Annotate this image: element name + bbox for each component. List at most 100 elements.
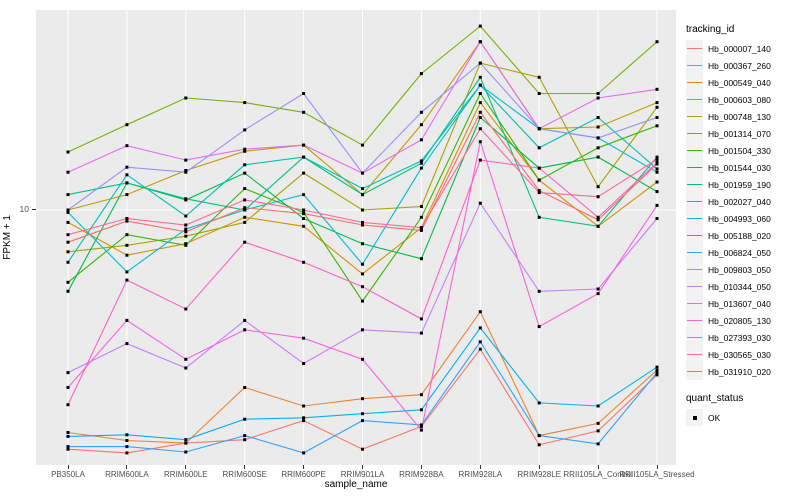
x-tick-label-PB350LA: PB350LA	[51, 470, 85, 479]
legend-key-swatch	[686, 159, 703, 176]
data-point	[243, 128, 247, 132]
data-point	[125, 433, 129, 437]
legend-key-swatch	[686, 346, 703, 363]
data-point	[361, 187, 364, 191]
data-point	[478, 158, 482, 162]
legend-line-icon	[687, 302, 702, 305]
data-point	[537, 289, 541, 293]
legend-line-icon	[687, 47, 702, 50]
data-point	[596, 218, 600, 222]
legend-line-icon	[687, 268, 702, 271]
data-point	[419, 205, 423, 208]
data-point	[184, 96, 188, 100]
legend-line-icon	[687, 149, 702, 152]
data-point	[66, 371, 70, 375]
data-point	[125, 219, 129, 223]
legend-item-label: Hb_009803_050	[708, 264, 771, 275]
legend-key-swatch	[686, 363, 703, 380]
legend-item-label: Hb_001544_030	[708, 162, 771, 173]
data-point	[184, 438, 188, 442]
data-point	[419, 331, 423, 335]
data-point	[243, 434, 247, 438]
data-point	[419, 72, 423, 76]
data-point	[537, 178, 541, 182]
data-point	[361, 447, 364, 451]
data-point	[596, 125, 600, 129]
data-point	[478, 127, 482, 131]
data-point	[66, 170, 70, 174]
data-point	[361, 171, 364, 175]
x-tick-mark	[126, 465, 128, 469]
legend-title-tracking-id: tracking_id	[686, 24, 735, 35]
data-point	[125, 193, 129, 197]
data-point	[478, 140, 482, 144]
data-point	[655, 155, 659, 159]
data-point	[655, 371, 659, 375]
data-point	[243, 101, 247, 105]
data-point	[125, 217, 129, 220]
legend-line-icon	[687, 251, 702, 254]
data-point	[655, 124, 659, 128]
data-point	[537, 146, 541, 150]
legend-key-swatch	[686, 244, 703, 261]
data-point	[478, 24, 482, 28]
legend-item-Hb_013607_040: Hb_013607_040	[686, 295, 798, 312]
data-point	[125, 278, 129, 282]
data-point	[419, 215, 423, 219]
data-point	[243, 417, 247, 421]
legend-line-icon	[687, 319, 702, 322]
data-point	[361, 412, 364, 416]
data-point	[184, 450, 188, 454]
legend-line-icon	[687, 336, 702, 339]
data-point	[478, 116, 482, 119]
data-point	[361, 328, 364, 332]
x-tick-mark	[597, 465, 599, 469]
x-tick-mark	[185, 465, 187, 469]
legend-item-label: Hb_020805_130	[708, 315, 771, 326]
legend-item-label: Hb_001314_070	[708, 128, 771, 139]
data-point	[361, 262, 364, 266]
data-point	[243, 198, 247, 202]
data-point	[243, 240, 247, 244]
data-point	[478, 61, 482, 65]
legend-line-icon	[687, 234, 702, 237]
data-point	[66, 445, 70, 449]
data-point	[537, 215, 541, 219]
data-point	[184, 158, 188, 162]
data-point	[361, 143, 364, 147]
data-point	[419, 123, 423, 127]
data-point	[596, 292, 600, 296]
legend-key-swatch	[686, 409, 703, 426]
legend-item-Hb_001544_030: Hb_001544_030	[686, 159, 798, 176]
legend-item-label: Hb_002027_040	[708, 196, 771, 207]
data-point	[184, 197, 188, 201]
legend-item-Hb_031910_020: Hb_031910_020	[686, 363, 798, 380]
data-point	[655, 217, 659, 220]
data-point	[184, 230, 188, 234]
data-point	[302, 110, 306, 114]
legend-title-quant-status: quant_status	[686, 393, 744, 404]
data-point	[596, 116, 600, 119]
data-point	[419, 393, 423, 397]
legend-key-swatch	[686, 261, 703, 278]
legend-item-label: Hb_001959_190	[708, 179, 771, 190]
x-tick-label-RRIM600PE: RRIM600PE	[281, 470, 326, 479]
data-point	[243, 318, 247, 322]
legend-line-icon	[687, 132, 702, 135]
data-point	[66, 220, 70, 224]
data-point	[596, 96, 600, 100]
data-point	[184, 357, 188, 361]
x-tick-label-RRIM928BA: RRIM928BA	[399, 470, 444, 479]
data-point	[184, 214, 188, 218]
legend-line-icon	[687, 183, 702, 186]
data-point	[125, 270, 129, 274]
data-point	[184, 441, 188, 445]
series-points-Hb_006824_050	[66, 340, 659, 455]
legend-item-Hb_030565_030: Hb_030565_030	[686, 346, 798, 363]
legend-key-swatch	[686, 142, 703, 159]
data-point	[478, 110, 482, 114]
data-point	[125, 165, 129, 169]
legend-line-icon	[687, 64, 702, 67]
data-point	[302, 451, 306, 455]
